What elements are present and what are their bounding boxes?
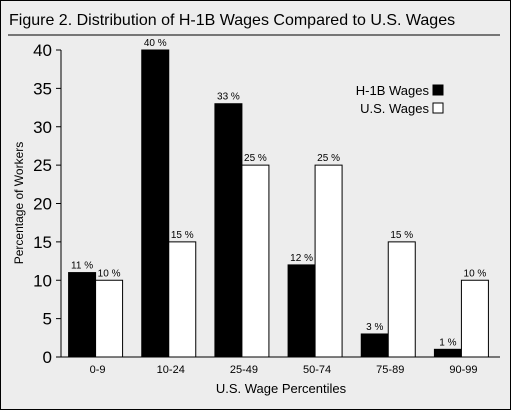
bar-us — [314, 164, 343, 358]
legend-label: H-1B Wages — [356, 83, 430, 98]
y-tick-label: 0 — [43, 348, 52, 367]
x-tick-label: 75-89 — [376, 364, 404, 376]
data-label: 15 % — [390, 230, 413, 241]
data-label: 1 % — [439, 337, 456, 348]
bar-us — [168, 241, 197, 358]
bar-h1b — [433, 348, 462, 358]
bar-h1b — [214, 103, 243, 358]
x-tick-label: 10-24 — [157, 364, 185, 376]
x-tick-label: 50-74 — [303, 364, 331, 376]
y-tick-label: 10 — [33, 271, 52, 290]
bar-us — [241, 164, 270, 358]
bar-h1b — [287, 264, 316, 358]
y-tick-label: 5 — [43, 310, 52, 329]
chart-title: Figure 2. Distribution of H-1B Wages Com… — [9, 12, 455, 29]
y-tick-label: 20 — [33, 195, 52, 214]
x-tick-label: 25-49 — [230, 364, 258, 376]
bar-h1b — [360, 333, 389, 358]
legend-swatch — [432, 102, 444, 114]
y-tick-label: 35 — [33, 79, 52, 98]
x-tick-label: 90-99 — [449, 364, 477, 376]
data-label: 25 % — [244, 153, 267, 164]
x-tick-label: 0-9 — [90, 364, 106, 376]
data-label: 33 % — [217, 92, 240, 103]
bar-h1b — [141, 49, 170, 358]
bar-us — [387, 241, 416, 358]
bar-h1b — [68, 272, 97, 358]
y-axis-label: Percentage of Workers — [12, 142, 26, 265]
axes: 0 5 10 15 20 25 30 35 40 0-9 10-24 25-49 50-74 75-89 9… — [33, 41, 500, 376]
data-label: 12 % — [290, 253, 313, 264]
bars: 11 % 10 % 40 % 15 % 33 % 25 % 12 % 25 % 3 % 15 % 1… — [68, 38, 489, 358]
data-label: 11 % — [71, 261, 93, 272]
y-tick-label: 30 — [33, 118, 52, 137]
x-axis-label: U.S. Wage Percentiles — [216, 381, 347, 396]
data-label: 25 % — [317, 153, 340, 164]
data-label: 10 % — [98, 268, 121, 279]
data-label: 15 % — [171, 230, 194, 241]
data-label: 10 % — [464, 268, 487, 279]
y-tick-label: 25 — [33, 156, 52, 175]
legend-label: U.S. Wages — [360, 101, 429, 116]
bar-us — [95, 279, 124, 358]
data-label: 40 % — [144, 38, 167, 49]
y-tick-label: 15 — [33, 233, 52, 252]
y-tick-label: 40 — [33, 41, 52, 60]
legend-swatch — [432, 84, 444, 96]
legend: H-1B Wages U.S. Wages — [356, 83, 444, 116]
data-label: 3 % — [366, 322, 383, 333]
bar-us — [460, 279, 489, 358]
